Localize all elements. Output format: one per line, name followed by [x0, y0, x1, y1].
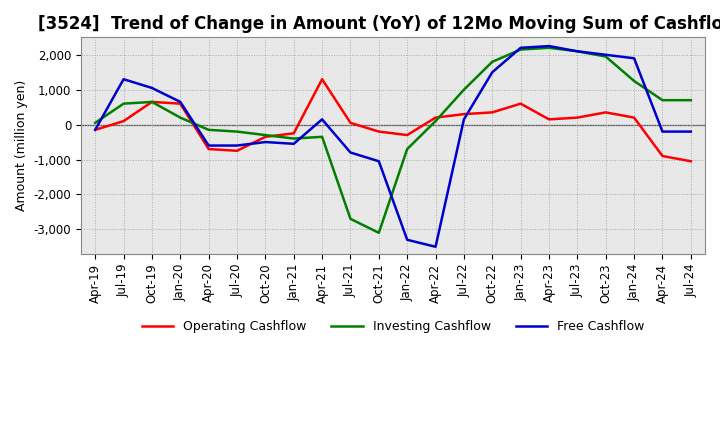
Free Cashflow: [516, 45, 525, 51]
Free Cashflow: [176, 99, 184, 105]
Investing Cashflow: [233, 129, 241, 134]
Free Cashflow: [573, 49, 582, 54]
Operating Cashflow: [630, 115, 639, 120]
Operating Cashflow: [374, 129, 383, 134]
Operating Cashflow: [459, 111, 468, 117]
Operating Cashflow: [431, 115, 440, 120]
Investing Cashflow: [516, 47, 525, 52]
Operating Cashflow: [233, 148, 241, 154]
Operating Cashflow: [658, 154, 667, 159]
Free Cashflow: [233, 143, 241, 148]
Investing Cashflow: [545, 45, 554, 51]
Free Cashflow: [289, 141, 298, 147]
Investing Cashflow: [488, 59, 497, 64]
Operating Cashflow: [318, 77, 326, 82]
Operating Cashflow: [601, 110, 610, 115]
Investing Cashflow: [573, 49, 582, 54]
Operating Cashflow: [573, 115, 582, 120]
Free Cashflow: [120, 77, 128, 82]
Investing Cashflow: [431, 118, 440, 124]
Operating Cashflow: [289, 131, 298, 136]
Investing Cashflow: [204, 127, 213, 132]
Investing Cashflow: [289, 136, 298, 141]
Free Cashflow: [318, 117, 326, 122]
Investing Cashflow: [91, 120, 99, 125]
Free Cashflow: [204, 143, 213, 148]
Operating Cashflow: [488, 110, 497, 115]
Title: [3524]  Trend of Change in Amount (YoY) of 12Mo Moving Sum of Cashflows: [3524] Trend of Change in Amount (YoY) o…: [38, 15, 720, 33]
Operating Cashflow: [516, 101, 525, 106]
Line: Operating Cashflow: Operating Cashflow: [95, 79, 690, 161]
Operating Cashflow: [261, 134, 270, 139]
Operating Cashflow: [545, 117, 554, 122]
Free Cashflow: [261, 139, 270, 145]
Line: Free Cashflow: Free Cashflow: [95, 46, 690, 247]
Free Cashflow: [459, 117, 468, 122]
Free Cashflow: [601, 52, 610, 58]
Operating Cashflow: [148, 99, 156, 105]
Free Cashflow: [658, 129, 667, 134]
Investing Cashflow: [261, 132, 270, 138]
Investing Cashflow: [403, 147, 412, 152]
Operating Cashflow: [120, 118, 128, 124]
Investing Cashflow: [176, 115, 184, 120]
Investing Cashflow: [630, 78, 639, 84]
Operating Cashflow: [686, 158, 695, 164]
Y-axis label: Amount (million yen): Amount (million yen): [15, 80, 28, 211]
Free Cashflow: [630, 55, 639, 61]
Investing Cashflow: [374, 230, 383, 235]
Free Cashflow: [686, 129, 695, 134]
Free Cashflow: [374, 158, 383, 164]
Free Cashflow: [148, 85, 156, 91]
Free Cashflow: [403, 237, 412, 242]
Investing Cashflow: [120, 101, 128, 106]
Line: Investing Cashflow: Investing Cashflow: [95, 48, 690, 233]
Operating Cashflow: [403, 132, 412, 138]
Investing Cashflow: [148, 99, 156, 105]
Legend: Operating Cashflow, Investing Cashflow, Free Cashflow: Operating Cashflow, Investing Cashflow, …: [137, 315, 649, 338]
Operating Cashflow: [346, 120, 355, 125]
Free Cashflow: [346, 150, 355, 155]
Free Cashflow: [545, 44, 554, 49]
Investing Cashflow: [686, 98, 695, 103]
Free Cashflow: [488, 70, 497, 75]
Investing Cashflow: [346, 216, 355, 221]
Investing Cashflow: [459, 87, 468, 92]
Free Cashflow: [431, 244, 440, 249]
Free Cashflow: [91, 127, 99, 132]
Operating Cashflow: [176, 101, 184, 106]
Investing Cashflow: [658, 98, 667, 103]
Investing Cashflow: [318, 134, 326, 139]
Investing Cashflow: [601, 54, 610, 59]
Operating Cashflow: [91, 127, 99, 132]
Operating Cashflow: [204, 147, 213, 152]
